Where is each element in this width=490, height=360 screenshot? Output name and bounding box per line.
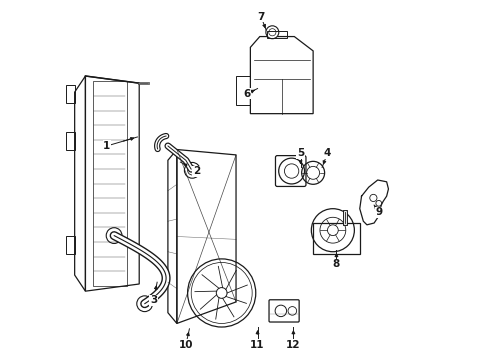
Circle shape	[137, 296, 152, 312]
Circle shape	[266, 26, 279, 39]
Text: 9: 9	[376, 207, 383, 217]
Text: 6: 6	[243, 89, 250, 99]
Text: 4: 4	[324, 148, 331, 158]
Text: 11: 11	[250, 340, 265, 350]
Text: 10: 10	[178, 340, 193, 350]
Circle shape	[106, 228, 122, 243]
Text: 5: 5	[297, 148, 304, 158]
Text: 1: 1	[103, 141, 111, 151]
Text: 2: 2	[193, 166, 200, 176]
Text: 3: 3	[150, 295, 157, 305]
Text: 7: 7	[257, 12, 265, 22]
Circle shape	[184, 162, 200, 178]
Text: 12: 12	[286, 340, 301, 350]
Text: 8: 8	[333, 259, 340, 269]
